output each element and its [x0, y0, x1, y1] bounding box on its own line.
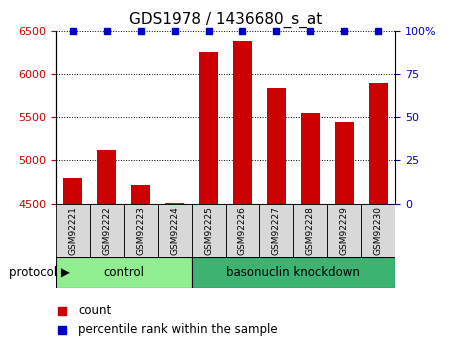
Bar	[267, 88, 286, 204]
Bar	[199, 52, 218, 204]
Bar	[233, 41, 252, 204]
Title: GDS1978 / 1436680_s_at: GDS1978 / 1436680_s_at	[129, 12, 322, 28]
Bar	[56, 257, 192, 288]
Text: basonuclin knockdown: basonuclin knockdown	[226, 266, 360, 279]
Bar	[301, 113, 320, 204]
Bar	[369, 83, 388, 204]
Text: protocol ▶: protocol ▶	[9, 266, 70, 279]
Text: GSM92222: GSM92222	[102, 206, 111, 255]
Bar	[158, 204, 192, 257]
Bar	[226, 204, 259, 257]
Text: GSM92228: GSM92228	[306, 206, 315, 255]
Bar	[63, 178, 82, 204]
Bar	[165, 203, 184, 204]
Bar	[97, 150, 116, 204]
Text: count: count	[78, 304, 112, 317]
Bar	[192, 204, 226, 257]
Bar	[192, 257, 395, 288]
Bar	[335, 122, 354, 204]
Bar	[361, 204, 395, 257]
Text: GSM92225: GSM92225	[204, 206, 213, 255]
Bar	[131, 185, 150, 204]
Text: GSM92223: GSM92223	[136, 206, 145, 255]
Text: GSM92230: GSM92230	[374, 206, 383, 255]
Text: GSM92229: GSM92229	[340, 206, 349, 255]
Text: GSM92226: GSM92226	[238, 206, 247, 255]
Bar	[293, 204, 327, 257]
Text: control: control	[103, 266, 144, 279]
Bar	[56, 204, 90, 257]
Bar	[327, 204, 361, 257]
Text: GSM92221: GSM92221	[68, 206, 77, 255]
Text: GSM92227: GSM92227	[272, 206, 281, 255]
Text: percentile rank within the sample: percentile rank within the sample	[78, 323, 278, 336]
Bar	[90, 204, 124, 257]
Bar	[124, 204, 158, 257]
Text: GSM92224: GSM92224	[170, 206, 179, 255]
Bar	[259, 204, 293, 257]
